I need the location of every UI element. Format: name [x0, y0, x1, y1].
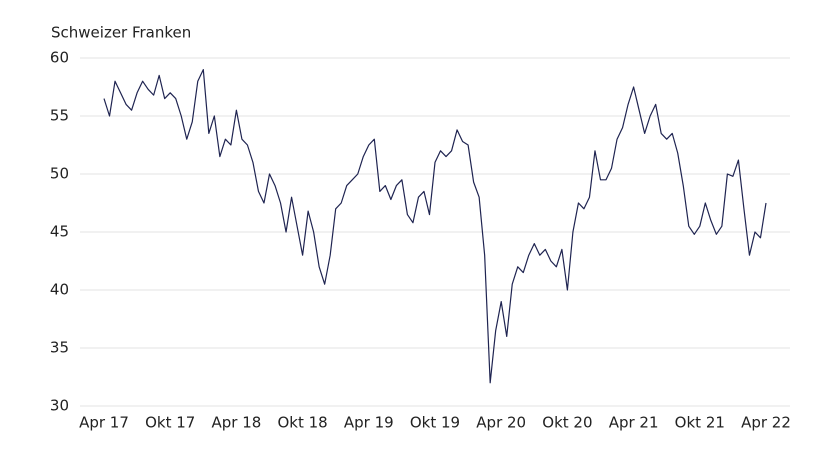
y-axis-label: Schweizer Franken — [51, 24, 191, 42]
x-tick-label: Apr 17 — [79, 414, 129, 432]
x-tick-label: Okt 18 — [277, 414, 327, 432]
y-tick-label: 30 — [50, 397, 69, 415]
x-tick-label: Okt 20 — [542, 414, 592, 432]
line-series — [103, 69, 767, 384]
x-tick-label: Apr 21 — [609, 414, 659, 432]
y-tick-label: 50 — [50, 165, 69, 183]
y-tick-label: 55 — [50, 107, 69, 125]
x-tick-label: Apr 18 — [211, 414, 261, 432]
y-tick-label: 35 — [50, 339, 69, 357]
y-tick-label: 45 — [50, 223, 69, 241]
y-tick-label: 40 — [50, 281, 69, 299]
x-tick-label: Okt 17 — [145, 414, 195, 432]
x-tick-label: Apr 19 — [344, 414, 394, 432]
x-tick-label: Okt 21 — [675, 414, 725, 432]
y-tick-label: 60 — [50, 49, 69, 67]
x-tick-label: Apr 20 — [476, 414, 526, 432]
x-tick-label: Apr 22 — [741, 414, 791, 432]
x-tick-label: Okt 19 — [410, 414, 460, 432]
